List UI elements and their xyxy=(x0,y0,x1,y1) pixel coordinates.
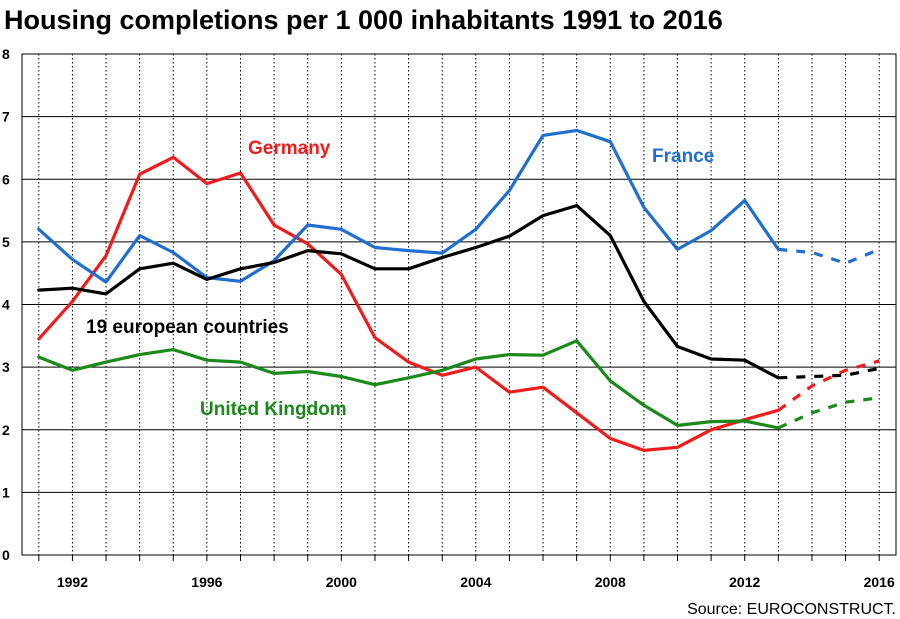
x-tick-label: 2004 xyxy=(460,574,491,590)
series-forecast-france xyxy=(778,247,880,265)
y-tick-label: 6 xyxy=(2,171,10,187)
series-label-19-european-countries: 19 european countries xyxy=(86,317,289,338)
series-line-france xyxy=(37,128,780,284)
y-tick-label: 5 xyxy=(2,234,10,250)
series-line-germany xyxy=(37,155,780,452)
x-tick-label: 1996 xyxy=(191,574,222,590)
series-line-19-european-countries xyxy=(37,204,780,380)
plot-frame xyxy=(21,53,897,556)
y-tick-label: 0 xyxy=(2,547,10,563)
x-tick-label: 1992 xyxy=(57,574,88,590)
series-line-united-kingdom xyxy=(37,339,780,430)
y-tick-label: 7 xyxy=(2,109,10,125)
x-tick-label: 2012 xyxy=(729,574,760,590)
x-tick-label: 2016 xyxy=(864,574,895,590)
series-label-germany: Germany xyxy=(248,138,331,159)
series-forecast-united-kingdom xyxy=(777,396,880,430)
x-tick-label: 2008 xyxy=(595,574,626,590)
grid xyxy=(22,54,896,561)
y-tick-label: 2 xyxy=(2,422,10,438)
y-tick-label: 1 xyxy=(2,484,10,500)
y-tick-label: 3 xyxy=(2,359,10,375)
series-label-france: France xyxy=(652,146,714,167)
series-forecast-germany xyxy=(777,359,880,412)
x-tick-label: 2000 xyxy=(326,574,357,590)
series-label-united-kingdom: United Kingdom xyxy=(200,399,347,420)
y-tick-label: 8 xyxy=(2,46,10,62)
chart-title: Housing completions per 1 000 inhabitant… xyxy=(4,5,723,35)
chart-source: Source: EUROCONSTRUCT. xyxy=(687,601,896,618)
y-tick-label: 4 xyxy=(2,297,10,313)
